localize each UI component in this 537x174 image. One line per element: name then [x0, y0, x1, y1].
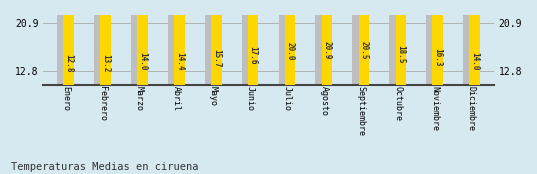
Bar [63, 8, 74, 85]
Bar [168, 8, 178, 85]
Text: 13.2: 13.2 [101, 54, 110, 72]
Bar [248, 0, 258, 85]
Bar [352, 8, 363, 85]
Text: 16.3: 16.3 [433, 48, 442, 67]
Bar [131, 8, 141, 85]
Text: 20.9: 20.9 [323, 41, 331, 59]
Bar [396, 0, 406, 85]
Bar [205, 8, 215, 85]
Bar [469, 1, 480, 85]
Bar [426, 8, 437, 85]
Bar [285, 0, 295, 85]
Text: 20.5: 20.5 [359, 41, 368, 60]
Bar [211, 0, 222, 85]
Bar [94, 8, 105, 85]
Bar [57, 8, 68, 85]
Text: 14.4: 14.4 [175, 52, 184, 70]
Bar [432, 0, 443, 85]
Bar [322, 0, 332, 85]
Text: 14.0: 14.0 [470, 52, 479, 71]
Bar [242, 8, 252, 85]
Bar [279, 8, 289, 85]
Bar [174, 0, 185, 85]
Bar [359, 0, 369, 85]
Bar [389, 8, 400, 85]
Text: 20.0: 20.0 [286, 42, 295, 61]
Text: 17.6: 17.6 [249, 46, 258, 65]
Bar [463, 8, 474, 85]
Text: Temperaturas Medias en ciruena: Temperaturas Medias en ciruena [11, 162, 198, 172]
Text: 18.5: 18.5 [396, 45, 405, 63]
Text: 15.7: 15.7 [212, 49, 221, 68]
Text: 12.8: 12.8 [64, 54, 73, 73]
Bar [100, 6, 111, 85]
Text: 14.0: 14.0 [138, 52, 147, 71]
Bar [137, 1, 148, 85]
Bar [315, 8, 326, 85]
